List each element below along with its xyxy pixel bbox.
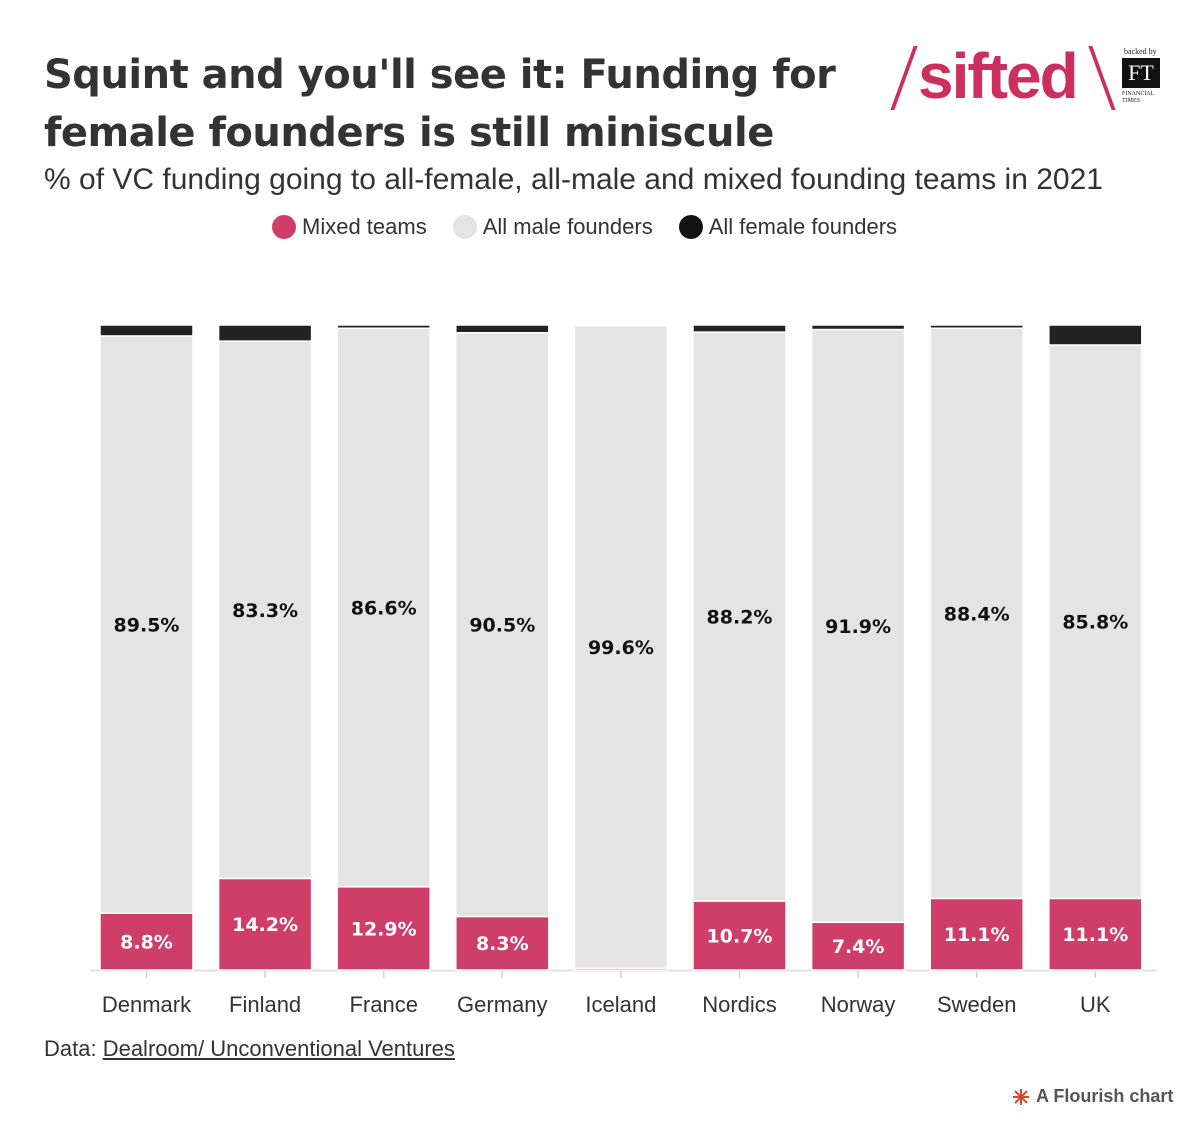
chart-title: Squint and you'll see it: Funding for fe… [44, 52, 836, 156]
x-tick-label: Nordics [702, 992, 777, 1017]
bar-segment [810, 328, 906, 924]
data-label: 89.5% [114, 615, 180, 637]
bar-segment [455, 915, 550, 971]
bar-segment [692, 331, 787, 902]
x-tick-label: France [349, 992, 417, 1017]
data-source: Data: Dealroom/ Unconventional Ventures [44, 1036, 455, 1062]
legend-label-male: All male founders [482, 214, 653, 239]
data-label: 7.4% [832, 936, 885, 958]
data-label: 11.1% [944, 924, 1010, 946]
data-label: 91.9% [825, 616, 891, 638]
bar-segment [573, 324, 669, 969]
x-tick-label: Denmark [102, 992, 192, 1017]
bar-segment [929, 324, 1024, 329]
bar-segment [99, 324, 194, 337]
bar-segment [692, 324, 787, 333]
bar-segment [336, 886, 431, 971]
flourish-icon [1013, 1088, 1029, 1105]
data-label: 14.2% [232, 914, 298, 936]
bar-segment [810, 921, 906, 971]
ft-backed-by: backed by [1124, 47, 1157, 56]
bar-segment [217, 877, 313, 971]
data-label: 10.7% [707, 925, 773, 947]
legend-swatch-mixed [272, 215, 296, 239]
x-tick-label: UK [1080, 992, 1111, 1017]
x-tick-label: Sweden [937, 992, 1017, 1017]
chart-subtitle: % of VC funding going to all-female, all… [44, 163, 1103, 196]
bar-segment [217, 340, 313, 880]
legend-label-female: All female founders [708, 214, 898, 239]
chart-legend: Mixed teams All male founders All female… [272, 214, 923, 240]
x-tick-label: Finland [229, 992, 301, 1017]
bar-segment [455, 324, 550, 334]
data-label: 8.3% [476, 933, 529, 955]
data-label: 86.6% [351, 598, 417, 620]
ft-name: FINANCIAL TIMES [1122, 91, 1155, 104]
sifted-logo: sifted backed by FT FINANCIAL TIMES [884, 40, 1164, 118]
data-label: 90.5% [469, 615, 535, 637]
legend-label-mixed: Mixed teams [302, 214, 427, 239]
bar-segment [336, 324, 431, 329]
x-tick-label: Norway [821, 992, 896, 1017]
x-tick-label: Iceland [585, 992, 656, 1017]
data-label: 11.1% [1062, 924, 1128, 946]
bar-segment [929, 897, 1024, 971]
legend-item-female[interactable]: All female founders [678, 214, 898, 240]
logo-brand-text: sifted [918, 40, 1079, 112]
data-label: 88.4% [944, 603, 1010, 625]
legend-swatch-female [678, 215, 703, 239]
bar-segment [1048, 344, 1143, 900]
ft-logo: FT [1122, 58, 1160, 88]
data-label: 12.9% [351, 918, 417, 940]
bar-segment [455, 331, 550, 918]
data-label: 83.3% [232, 600, 298, 622]
bar-segment [336, 327, 431, 888]
bar-segment [929, 327, 1024, 900]
bar-segment [217, 324, 313, 342]
legend-swatch-male [452, 215, 477, 239]
legend-item-mixed[interactable]: Mixed teams [272, 214, 427, 240]
data-label: 85.8% [1062, 612, 1128, 634]
bar-segment [99, 912, 194, 971]
source-prefix: Data: [44, 1036, 103, 1061]
bar-segment [573, 324, 669, 327]
flourish-credit-label: A Flourish chart [1036, 1086, 1174, 1106]
x-tick-label: Germany [457, 992, 547, 1017]
data-label: 88.2% [707, 607, 773, 629]
flourish-credit[interactable]: A Flourish chart [1012, 1086, 1173, 1107]
bar-segment [1048, 897, 1143, 971]
data-label: 99.6% [588, 637, 654, 659]
data-label: 8.8% [120, 932, 173, 954]
bar-segment [99, 335, 194, 914]
bar-segment [1048, 324, 1143, 346]
source-link[interactable]: Dealroom/ Unconventional Ventures [102, 1036, 455, 1061]
legend-item-male[interactable]: All male founders [452, 214, 653, 240]
bar-segment [810, 324, 906, 331]
